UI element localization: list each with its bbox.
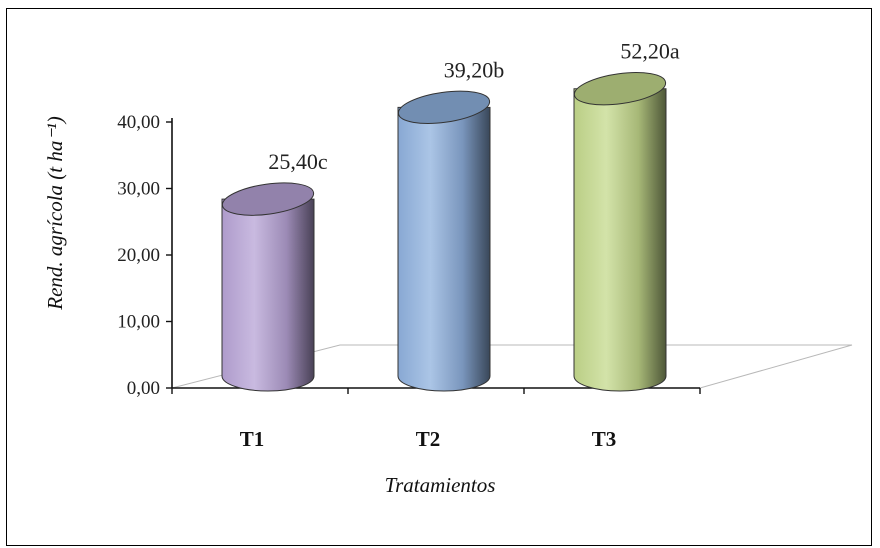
chart-bars (221, 72, 667, 392)
y-tick-label: 10,00 (117, 312, 160, 333)
bar-body (397, 106, 491, 392)
bar-top (221, 182, 315, 216)
bar-T3 (573, 72, 667, 392)
y-tick-label: 20,00 (117, 245, 160, 266)
y-tick-label: 0,00 (127, 378, 160, 399)
data-label: 52,20a (620, 39, 680, 64)
bar-T2 (397, 90, 491, 392)
x-tick-label: T1 (240, 427, 265, 451)
data-label: 25,40c (268, 149, 328, 174)
chart-labels: 25,40c T1 39,20b T2 52,20a T3 (240, 39, 680, 451)
x-tick-label: T3 (592, 427, 617, 451)
y-tick-label: 40,00 (117, 112, 160, 133)
data-label: 39,20b (444, 57, 505, 82)
y-axis-label: Rend. agrícola (t ha⁻¹) (43, 116, 67, 311)
bar-top (573, 72, 667, 106)
bar-body (221, 198, 315, 392)
bar-top (397, 90, 491, 124)
bar-T1 (221, 182, 315, 392)
x-tick-label: T2 (416, 427, 441, 451)
x-axis-label: Tratamientos (385, 473, 496, 497)
bar-body (573, 88, 667, 392)
chart-axes: 0,00 10,00 20,00 30,00 40,00 (117, 112, 701, 399)
y-tick-label: 30,00 (117, 179, 160, 200)
